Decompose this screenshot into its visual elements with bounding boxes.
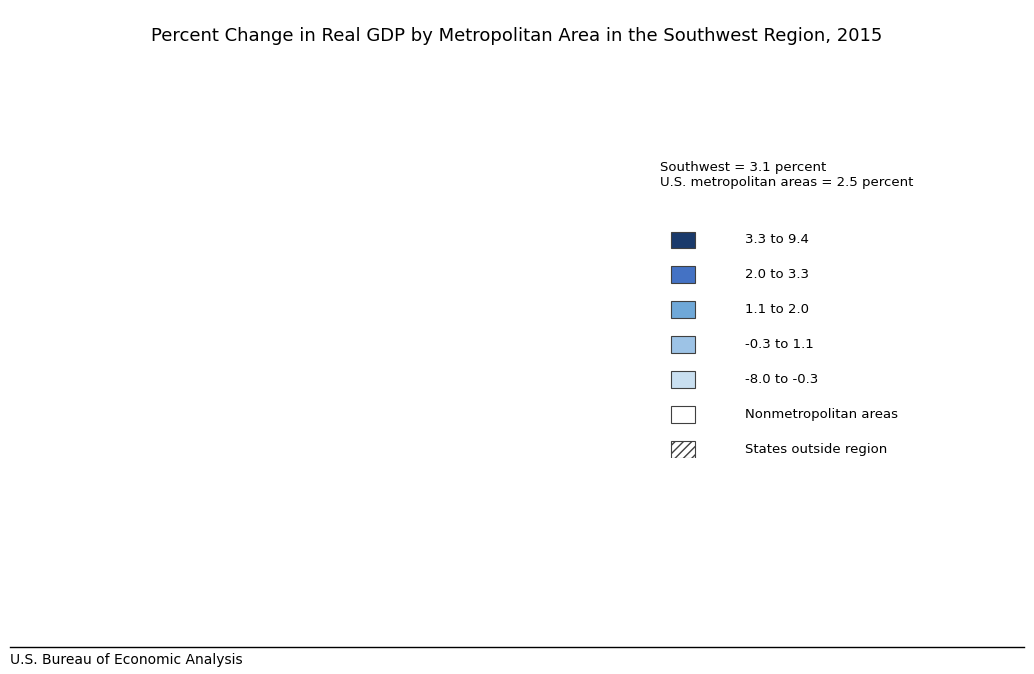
Text: 2.0 to 3.3: 2.0 to 3.3 [746,268,810,281]
Text: States outside region: States outside region [746,443,887,456]
FancyBboxPatch shape [671,266,696,283]
Text: -0.3 to 1.1: -0.3 to 1.1 [746,338,814,351]
Text: 3.3 to 9.4: 3.3 to 9.4 [746,233,810,247]
Text: Percent Change in Real GDP by Metropolitan Area in the Southwest Region, 2015: Percent Change in Real GDP by Metropolit… [151,27,883,45]
Text: U.S. Bureau of Economic Analysis: U.S. Bureau of Economic Analysis [10,653,243,667]
FancyBboxPatch shape [671,336,696,353]
Text: Nonmetropolitan areas: Nonmetropolitan areas [746,408,899,421]
FancyBboxPatch shape [671,441,696,458]
FancyBboxPatch shape [671,232,696,248]
FancyBboxPatch shape [671,371,696,388]
Text: Southwest = 3.1 percent
U.S. metropolitan areas = 2.5 percent: Southwest = 3.1 percent U.S. metropolita… [660,161,913,189]
Text: -8.0 to -0.3: -8.0 to -0.3 [746,373,819,386]
FancyBboxPatch shape [671,406,696,423]
FancyBboxPatch shape [671,301,696,318]
Text: 1.1 to 2.0: 1.1 to 2.0 [746,303,810,316]
